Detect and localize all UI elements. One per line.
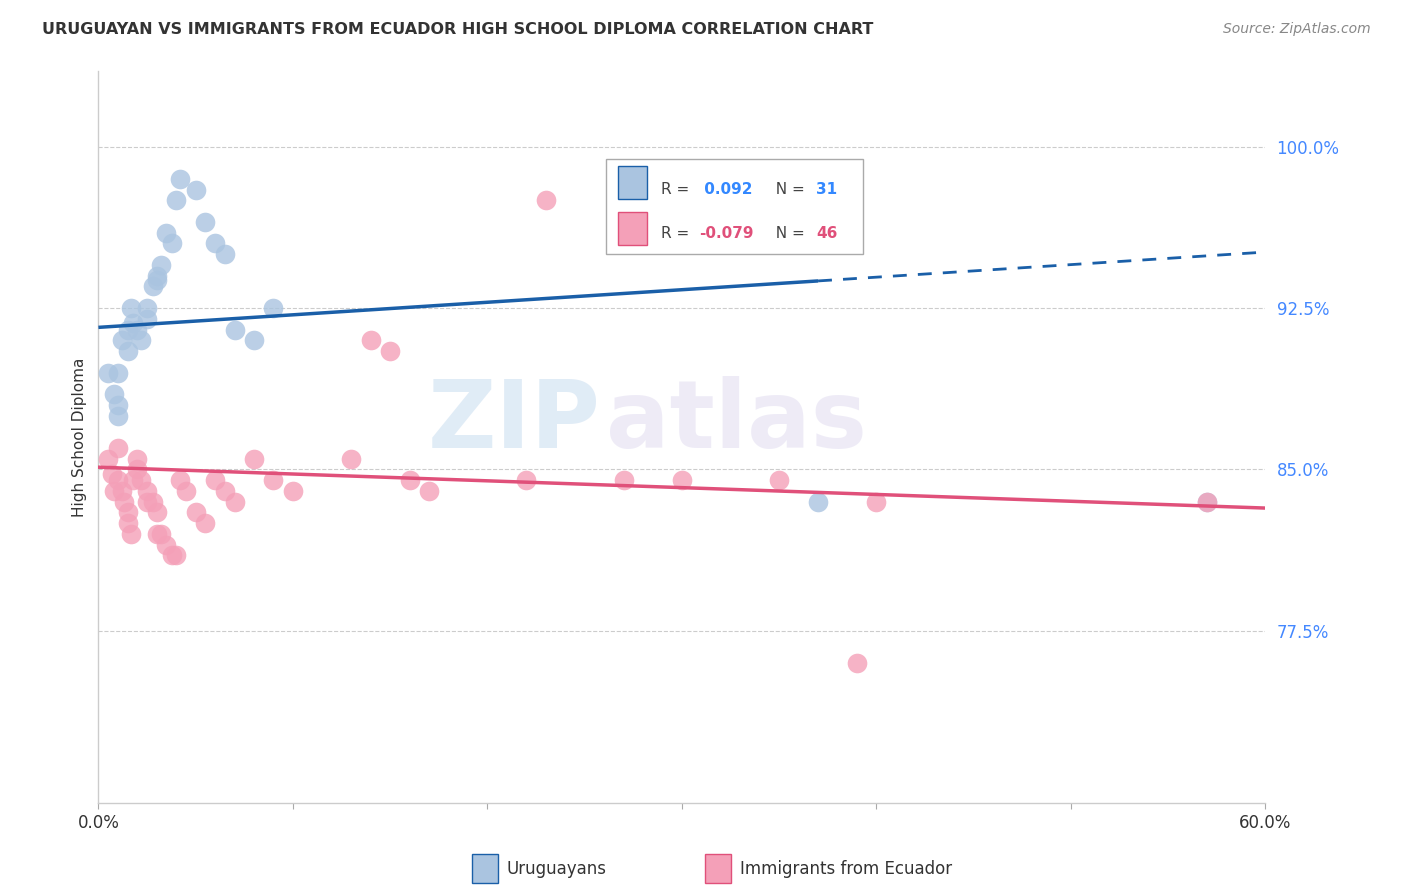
Point: [613, 473, 636, 487]
Point: [155, 538, 177, 552]
Point: [117, 516, 139, 530]
Point: [107, 441, 129, 455]
Text: N =: N =: [766, 182, 810, 197]
Point: [149, 527, 172, 541]
Point: [204, 473, 226, 487]
Point: [214, 247, 236, 261]
Text: atlas: atlas: [606, 376, 868, 468]
Text: N =: N =: [766, 226, 810, 241]
Point: [146, 268, 169, 283]
Point: [146, 527, 169, 541]
Point: [184, 183, 207, 197]
Text: 0.092: 0.092: [699, 182, 754, 197]
Point: [398, 473, 420, 487]
Text: -0.079: -0.079: [699, 226, 754, 241]
Point: [281, 483, 304, 498]
Point: [107, 398, 129, 412]
Point: [146, 505, 169, 519]
Point: [121, 527, 143, 541]
Point: [117, 505, 139, 519]
Point: [204, 236, 226, 251]
Point: [262, 301, 284, 315]
Point: [155, 226, 177, 240]
Point: [865, 494, 887, 508]
Point: [671, 473, 693, 487]
Point: [846, 656, 869, 670]
Text: URUGUAYAN VS IMMIGRANTS FROM ECUADOR HIGH SCHOOL DIPLOMA CORRELATION CHART: URUGUAYAN VS IMMIGRANTS FROM ECUADOR HIG…: [42, 22, 873, 37]
Point: [103, 483, 125, 498]
Point: [224, 494, 246, 508]
Y-axis label: High School Diploma: High School Diploma: [72, 358, 87, 516]
Point: [194, 215, 217, 229]
Text: Uruguayans: Uruguayans: [508, 860, 607, 878]
Point: [418, 483, 440, 498]
Point: [262, 473, 284, 487]
Point: [136, 483, 159, 498]
Point: [122, 473, 145, 487]
Point: [129, 473, 152, 487]
Point: [174, 483, 197, 498]
Point: [103, 387, 125, 401]
Point: [117, 322, 139, 336]
Text: R =: R =: [661, 182, 695, 197]
Point: [515, 473, 537, 487]
FancyBboxPatch shape: [617, 166, 647, 199]
Point: [117, 344, 139, 359]
Point: [142, 494, 165, 508]
Point: [127, 451, 149, 466]
Point: [107, 366, 129, 380]
FancyBboxPatch shape: [606, 159, 863, 254]
Text: 46: 46: [815, 226, 838, 241]
Point: [136, 494, 159, 508]
Point: [121, 301, 143, 315]
Point: [534, 194, 557, 208]
FancyBboxPatch shape: [706, 854, 731, 883]
Point: [243, 451, 266, 466]
Point: [169, 172, 191, 186]
Point: [1195, 494, 1218, 508]
Point: [340, 451, 363, 466]
Point: [194, 516, 217, 530]
Point: [127, 462, 149, 476]
Text: Immigrants from Ecuador: Immigrants from Ecuador: [741, 860, 952, 878]
Point: [807, 494, 830, 508]
FancyBboxPatch shape: [472, 854, 498, 883]
Point: [380, 344, 402, 359]
Point: [101, 467, 124, 481]
Point: [111, 483, 134, 498]
Point: [142, 279, 165, 293]
Point: [1195, 494, 1218, 508]
Point: [97, 366, 120, 380]
Point: [162, 236, 184, 251]
Text: Source: ZipAtlas.com: Source: ZipAtlas.com: [1223, 22, 1371, 37]
Point: [122, 316, 145, 330]
FancyBboxPatch shape: [617, 211, 647, 244]
Point: [768, 473, 790, 487]
Point: [165, 549, 187, 563]
Point: [111, 333, 134, 347]
Point: [107, 473, 129, 487]
Point: [129, 333, 152, 347]
Point: [112, 494, 135, 508]
Point: [184, 505, 207, 519]
Point: [127, 322, 149, 336]
Point: [214, 483, 236, 498]
Point: [149, 258, 172, 272]
Point: [165, 194, 187, 208]
Text: R =: R =: [661, 226, 695, 241]
Point: [243, 333, 266, 347]
Point: [97, 451, 120, 466]
Text: 31: 31: [815, 182, 837, 197]
Point: [146, 273, 169, 287]
Point: [169, 473, 191, 487]
Point: [136, 301, 159, 315]
Point: [136, 311, 159, 326]
Point: [162, 549, 184, 563]
Point: [360, 333, 382, 347]
Text: ZIP: ZIP: [427, 376, 600, 468]
Point: [107, 409, 129, 423]
Point: [224, 322, 246, 336]
